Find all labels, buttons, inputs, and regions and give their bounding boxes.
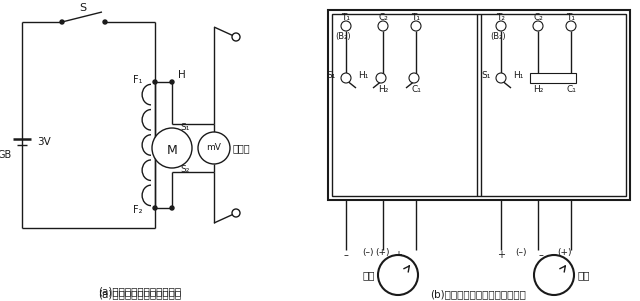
Text: 转向: 转向 — [362, 270, 375, 280]
Text: S₁: S₁ — [326, 72, 336, 80]
Text: –: – — [539, 250, 543, 260]
Circle shape — [409, 73, 419, 83]
Text: (a)电刷中性线位置查找线路: (a)电刷中性线位置查找线路 — [99, 286, 182, 296]
Text: T₁: T₁ — [342, 13, 351, 21]
Circle shape — [566, 21, 576, 31]
Text: (+): (+) — [376, 247, 390, 256]
Text: (+): (+) — [557, 247, 572, 256]
Text: F₁: F₁ — [134, 75, 143, 85]
Circle shape — [496, 21, 506, 31]
Text: M: M — [166, 144, 177, 157]
Text: S₂: S₂ — [180, 165, 189, 173]
Text: +: + — [394, 250, 402, 260]
Text: C₁: C₁ — [411, 85, 421, 95]
Circle shape — [232, 33, 240, 41]
Text: 转向: 转向 — [577, 270, 589, 280]
Bar — [332, 14, 626, 196]
Text: H₂: H₂ — [533, 85, 543, 95]
Circle shape — [533, 21, 543, 31]
Circle shape — [534, 255, 574, 295]
Circle shape — [60, 20, 64, 24]
Circle shape — [198, 132, 230, 164]
Text: 毫伏表: 毫伏表 — [233, 143, 251, 153]
Text: (–): (–) — [515, 247, 527, 256]
Bar — [328, 10, 630, 200]
Text: C₂: C₂ — [533, 13, 543, 21]
Circle shape — [152, 128, 192, 168]
Text: 3V: 3V — [37, 137, 51, 147]
Text: +: + — [497, 250, 505, 260]
Text: (–): (–) — [362, 247, 374, 256]
Text: S₁: S₁ — [180, 123, 189, 132]
Text: (b)他激直流电动机外部接线线路: (b)他激直流电动机外部接线线路 — [430, 289, 526, 299]
Circle shape — [411, 21, 421, 31]
Text: H₂: H₂ — [378, 85, 388, 95]
Text: H₁: H₁ — [513, 72, 524, 80]
Text: C₂: C₂ — [378, 13, 388, 21]
Text: T₂: T₂ — [497, 13, 506, 21]
Circle shape — [232, 209, 240, 217]
Text: S₁: S₁ — [482, 72, 491, 80]
Text: T₁: T₁ — [412, 13, 420, 21]
Circle shape — [376, 73, 386, 83]
Text: C₁: C₁ — [566, 85, 576, 95]
Circle shape — [153, 206, 157, 210]
Text: H: H — [178, 70, 186, 80]
Circle shape — [170, 80, 174, 84]
Circle shape — [496, 73, 506, 83]
Text: mV: mV — [207, 144, 221, 153]
Text: F₂: F₂ — [134, 205, 143, 215]
Circle shape — [378, 255, 418, 295]
Circle shape — [341, 21, 351, 31]
Bar — [530, 73, 576, 83]
Circle shape — [153, 80, 157, 84]
Text: T₁: T₁ — [566, 13, 575, 21]
Text: (a)电刷中性线位置查找线路: (a)电刷中性线位置查找线路 — [99, 289, 182, 299]
Circle shape — [103, 20, 107, 24]
Circle shape — [341, 73, 351, 83]
Text: (B₂): (B₂) — [490, 33, 506, 42]
Text: H₁: H₁ — [358, 72, 369, 80]
Circle shape — [378, 21, 388, 31]
Text: (B₂): (B₂) — [335, 33, 351, 42]
Text: GB: GB — [0, 150, 12, 160]
Circle shape — [170, 206, 174, 210]
Text: –: – — [344, 250, 348, 260]
Text: S: S — [79, 3, 86, 13]
